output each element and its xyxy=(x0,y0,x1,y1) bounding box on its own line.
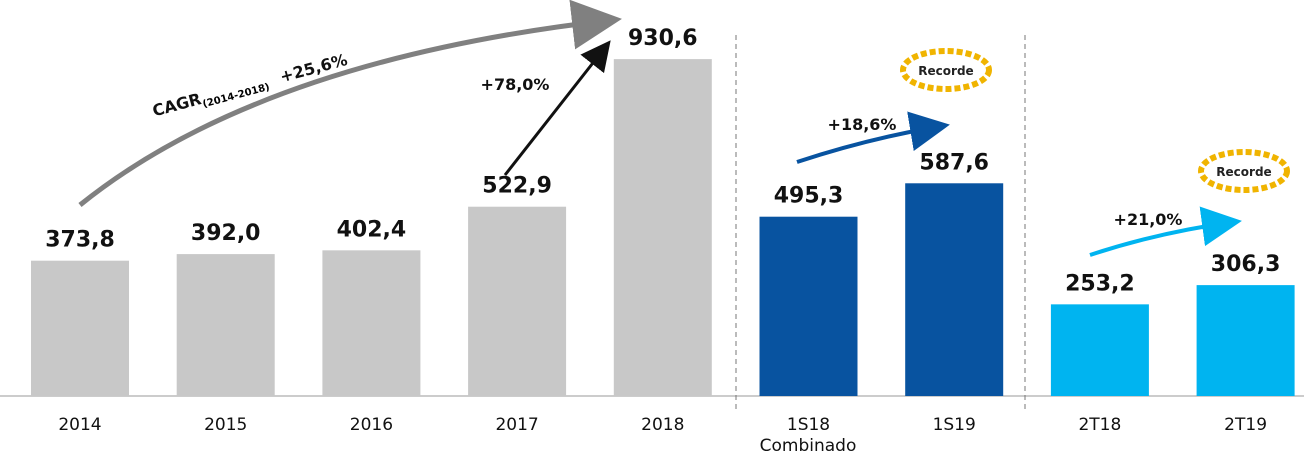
growth-arrow xyxy=(503,40,611,176)
value-label: 392,0 xyxy=(191,221,261,246)
value-label: 373,8 xyxy=(45,228,115,253)
growth-arrow xyxy=(1089,206,1242,257)
value-label: 402,4 xyxy=(337,217,407,242)
annotation: +78,0% xyxy=(481,75,550,94)
bar xyxy=(31,260,129,396)
annotation: CAGR xyxy=(150,89,203,120)
x-tick-label: 2T18 xyxy=(1078,415,1121,435)
bar xyxy=(1050,304,1149,396)
cagr-label: CAGR (2014-2018) +25,6% xyxy=(150,50,349,120)
bar xyxy=(468,206,567,396)
growth-arrow xyxy=(796,111,950,164)
bar xyxy=(1196,285,1295,396)
bar xyxy=(322,250,421,396)
x-tick-label: 2017 xyxy=(495,415,538,435)
badge-label: Recorde xyxy=(1216,165,1271,179)
bar xyxy=(176,254,275,396)
value-label: 522,9 xyxy=(482,174,552,199)
x-tick-label: 2T19 xyxy=(1224,415,1267,435)
x-tick-label: 2016 xyxy=(350,415,393,435)
value-label: 253,2 xyxy=(1065,271,1135,296)
value-label: 495,3 xyxy=(774,184,844,209)
annotation: +18,6% xyxy=(828,115,897,134)
cagr-arrow xyxy=(78,0,622,207)
badge-label: Recorde xyxy=(918,64,973,78)
x-tick-label: 1S18 xyxy=(787,415,830,435)
bar xyxy=(613,59,712,396)
value-label: 306,3 xyxy=(1211,252,1281,277)
badge: Recorde xyxy=(900,48,992,92)
x-tick-label: 2015 xyxy=(204,415,247,435)
x-tick-label: 1S19 xyxy=(933,415,976,435)
badge: Recorde xyxy=(1198,149,1290,193)
annotation: (2014-2018) xyxy=(202,82,271,110)
value-label: 930,6 xyxy=(628,26,698,51)
bar xyxy=(759,216,858,396)
value-label: 587,6 xyxy=(919,150,989,175)
bar xyxy=(905,183,1004,396)
x-tick-label: 2014 xyxy=(58,415,101,435)
x-tick-label: 2018 xyxy=(641,415,684,435)
category-note: Combinado xyxy=(760,436,857,456)
annotation: +21,0% xyxy=(1114,210,1183,229)
